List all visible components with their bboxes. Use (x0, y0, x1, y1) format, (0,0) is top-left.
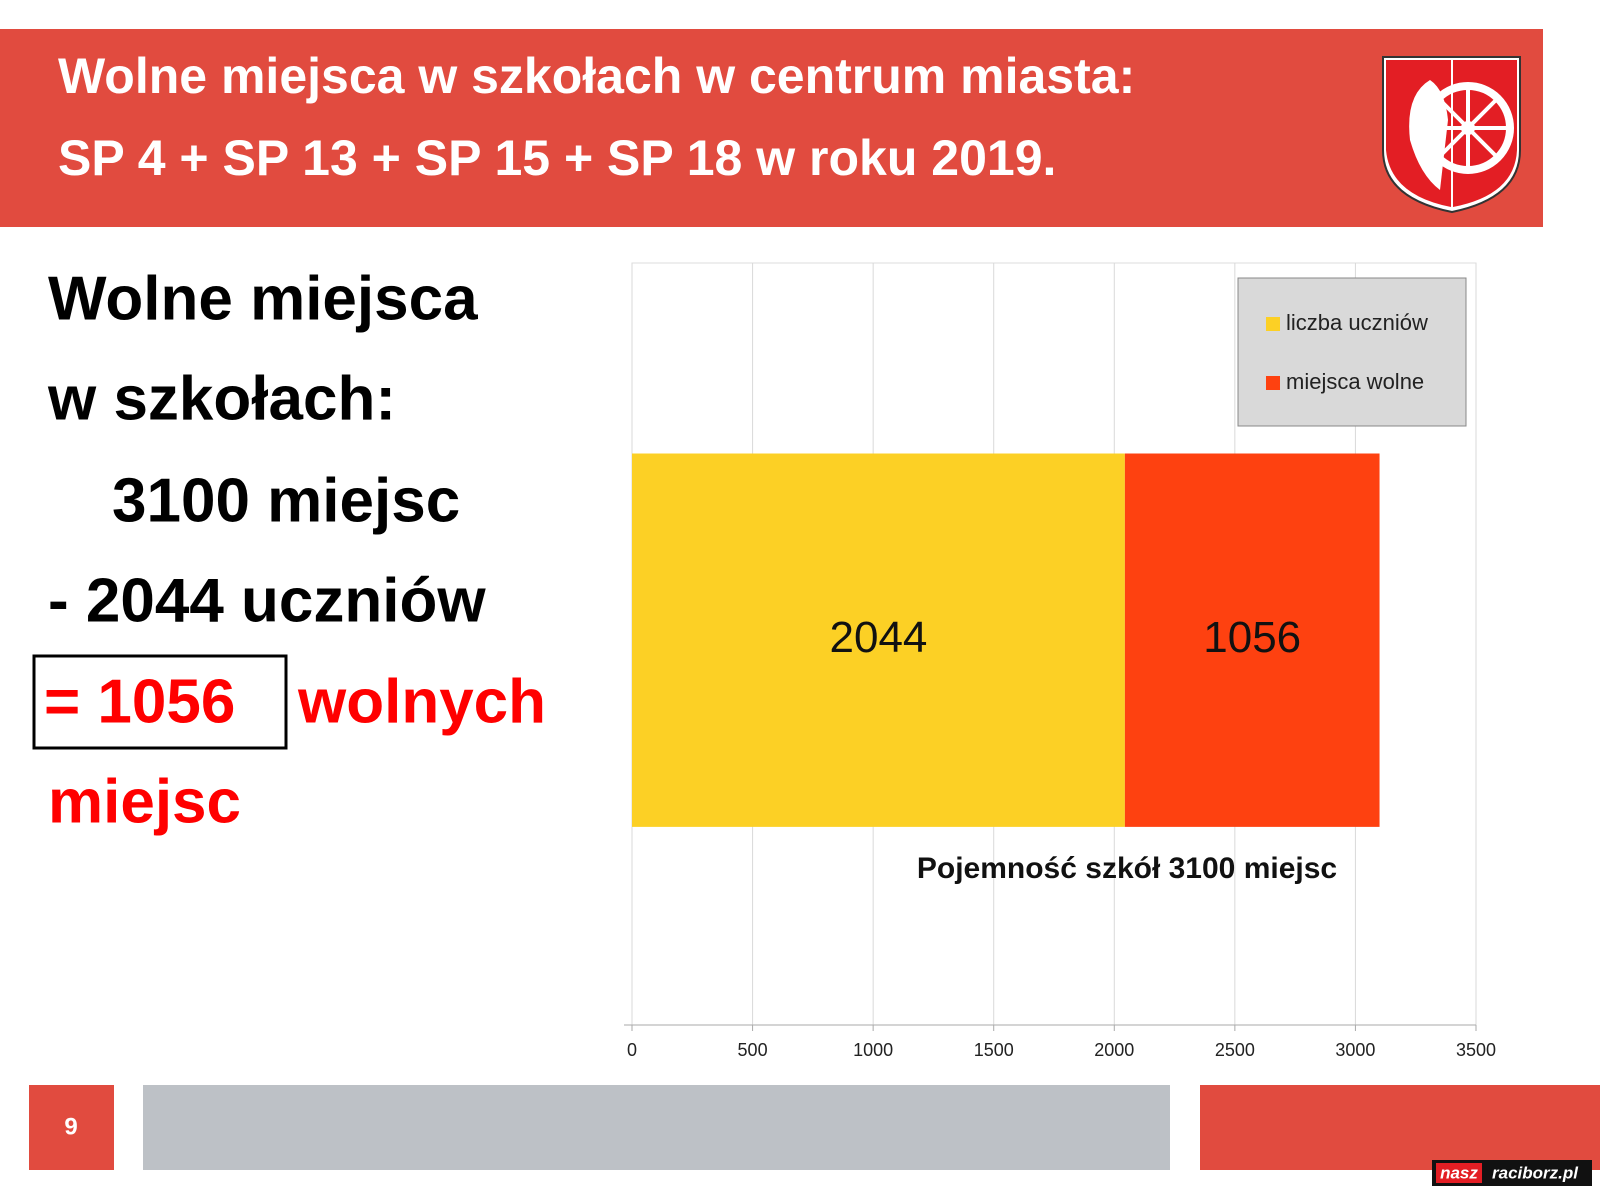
x-tick-label: 1500 (974, 1040, 1014, 1060)
header-title: Wolne miejsca w szkołach w centrum miast… (58, 48, 1135, 104)
x-tick-label: 2000 (1094, 1040, 1134, 1060)
summary-text: - 2044 uczniów (48, 566, 486, 635)
page-number: 9 (64, 1113, 77, 1140)
summary-text: Wolne miejsca (48, 264, 478, 333)
highlight-box (32, 654, 288, 750)
footer-bar (1200, 1085, 1600, 1170)
page-number-box (29, 1085, 114, 1170)
watermark: nasz (1440, 1163, 1478, 1182)
legend-swatch (1266, 317, 1280, 331)
x-tick-label: 1000 (853, 1040, 893, 1060)
x-tick-label: 2500 (1215, 1040, 1255, 1060)
watermark-bg (1436, 1163, 1482, 1183)
summary-result: = 1056 (44, 667, 235, 736)
x-tick-label: 0 (627, 1040, 637, 1060)
x-tick-label: 3500 (1456, 1040, 1496, 1060)
emblem (1382, 56, 1521, 214)
header-band (0, 29, 1543, 227)
legend-label: miejsca wolne (1286, 369, 1424, 394)
header-title: SP 4 + SP 13 + SP 15 + SP 18 w roku 2019… (58, 130, 1056, 186)
chart: 0 500 1000 1500 2000 2500 3000 3500 2044 1056 Poje… (624, 262, 1496, 1060)
data-label: 2044 (830, 613, 928, 662)
summary-text: w szkołach: (47, 364, 396, 433)
summary-result: miejsc (48, 767, 241, 836)
legend-label: liczba uczniów (1286, 310, 1428, 335)
data-label: 1056 (1203, 613, 1301, 662)
summary-text: 3100 miejsc (112, 466, 460, 535)
watermark: raciborz.pl (1492, 1163, 1579, 1182)
bar-segment (1124, 453, 1380, 827)
legend-swatch (1266, 376, 1280, 390)
legend-box (1237, 277, 1467, 427)
x-tick-label: 500 (738, 1040, 768, 1060)
footer-bar (143, 1085, 1170, 1170)
bar-segment (632, 453, 1125, 827)
summary-result: wolnych (297, 667, 546, 736)
x-axis-label: Pojemność szkół 3100 miejsc (917, 852, 1337, 885)
x-tick-label: 3000 (1335, 1040, 1375, 1060)
